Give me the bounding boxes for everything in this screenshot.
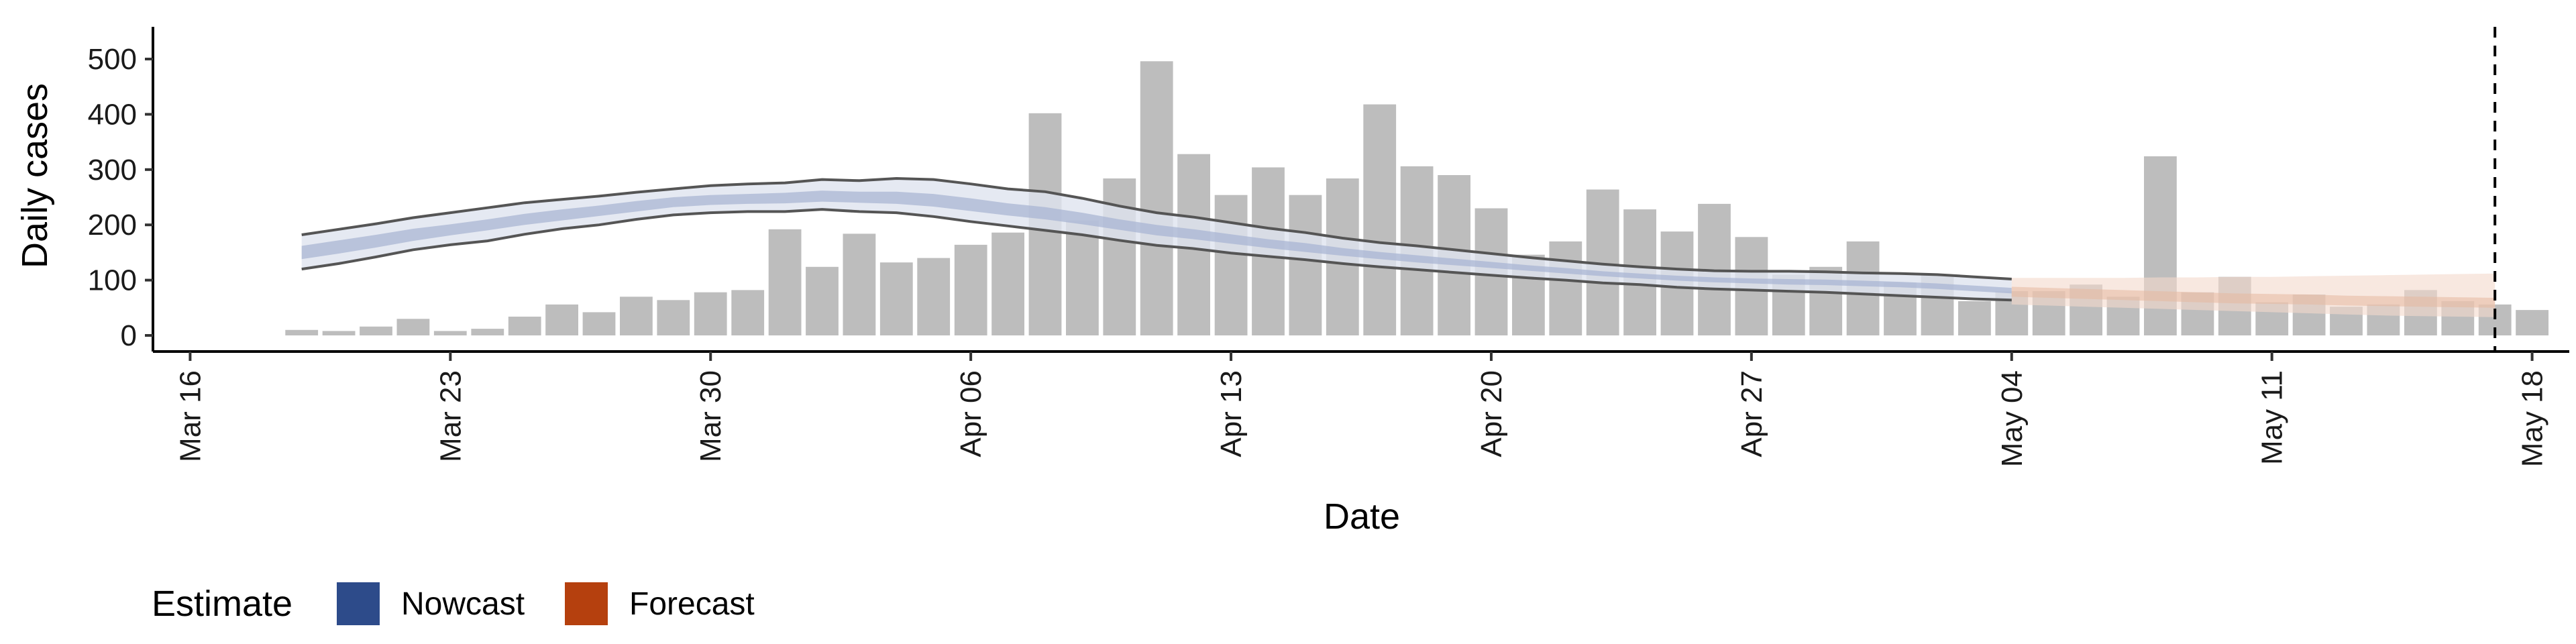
bar xyxy=(2516,310,2548,335)
bar xyxy=(657,300,690,335)
y-tick-label: 300 xyxy=(88,154,137,186)
nowcast-lower-outline xyxy=(301,208,2012,302)
bar xyxy=(1289,195,1322,335)
bar xyxy=(433,331,467,335)
x-tick-label: May 18 xyxy=(2516,370,2549,467)
bar xyxy=(322,331,356,335)
bar xyxy=(1066,220,1099,335)
bar xyxy=(1140,61,1173,336)
y-axis-ticks: 0 100 200 300 400 500 xyxy=(88,43,153,352)
x-tick-label: Mar 16 xyxy=(174,370,207,462)
axes-layer: 0 100 200 300 400 500 Mar 16 Mar 23 Mar 30 Apr 0… xyxy=(88,27,2569,467)
bar xyxy=(545,304,578,335)
bar xyxy=(879,262,913,335)
bar xyxy=(843,233,876,335)
bar xyxy=(954,244,987,335)
x-tick-label: May 04 xyxy=(1996,370,2029,467)
bar xyxy=(991,232,1024,335)
x-tick-label: Apr 06 xyxy=(955,370,987,458)
bar xyxy=(620,297,653,335)
bar xyxy=(1214,195,1248,335)
x-tick-label: Mar 30 xyxy=(694,370,727,462)
x-axis-ticks: Mar 16 Mar 23 Mar 30 Apr 06 Apr 13 Apr 20 Apr … xyxy=(174,352,2549,467)
y-tick-label: 500 xyxy=(88,43,137,76)
y-tick-label: 100 xyxy=(88,264,137,297)
bar xyxy=(285,329,319,335)
bar xyxy=(806,266,839,335)
bar xyxy=(508,317,541,335)
forecast-inner-band xyxy=(2011,286,2496,308)
x-tick-label: Apr 27 xyxy=(1735,370,1768,458)
x-axis-title: Date xyxy=(1324,496,1400,537)
x-tick-label: May 11 xyxy=(2256,370,2289,465)
legend-swatch-nowcast xyxy=(337,582,380,625)
bar xyxy=(471,329,504,335)
y-tick-label: 0 xyxy=(121,319,137,352)
x-tick-label: Apr 13 xyxy=(1215,370,1248,458)
x-tick-label: Mar 23 xyxy=(434,370,467,462)
bar xyxy=(731,290,765,335)
y-tick-label: 200 xyxy=(88,209,137,241)
legend-label-forecast: Forecast xyxy=(629,586,755,622)
y-tick-label: 400 xyxy=(88,98,137,131)
legend: Estimate Nowcast Forecast xyxy=(152,582,755,625)
legend-title: Estimate xyxy=(152,584,292,624)
bar xyxy=(917,258,951,335)
legend-label-nowcast: Nowcast xyxy=(401,586,525,622)
outline-layer xyxy=(301,176,2012,302)
bar xyxy=(1363,104,1397,335)
bar xyxy=(768,229,802,335)
bar xyxy=(396,319,430,335)
ribbons-layer xyxy=(301,178,2496,317)
y-axis-title: Daily cases xyxy=(15,83,55,268)
x-tick-label: Apr 20 xyxy=(1475,370,1508,458)
bar xyxy=(1103,178,1136,335)
nowcast-upper-outline xyxy=(301,176,2012,280)
nowcast-inner-band xyxy=(301,191,2012,294)
bar xyxy=(1958,301,1991,335)
bar xyxy=(1549,241,1582,335)
legend-swatch-forecast xyxy=(565,582,608,625)
bar xyxy=(360,326,392,335)
bar xyxy=(694,292,727,335)
bar xyxy=(582,312,616,335)
